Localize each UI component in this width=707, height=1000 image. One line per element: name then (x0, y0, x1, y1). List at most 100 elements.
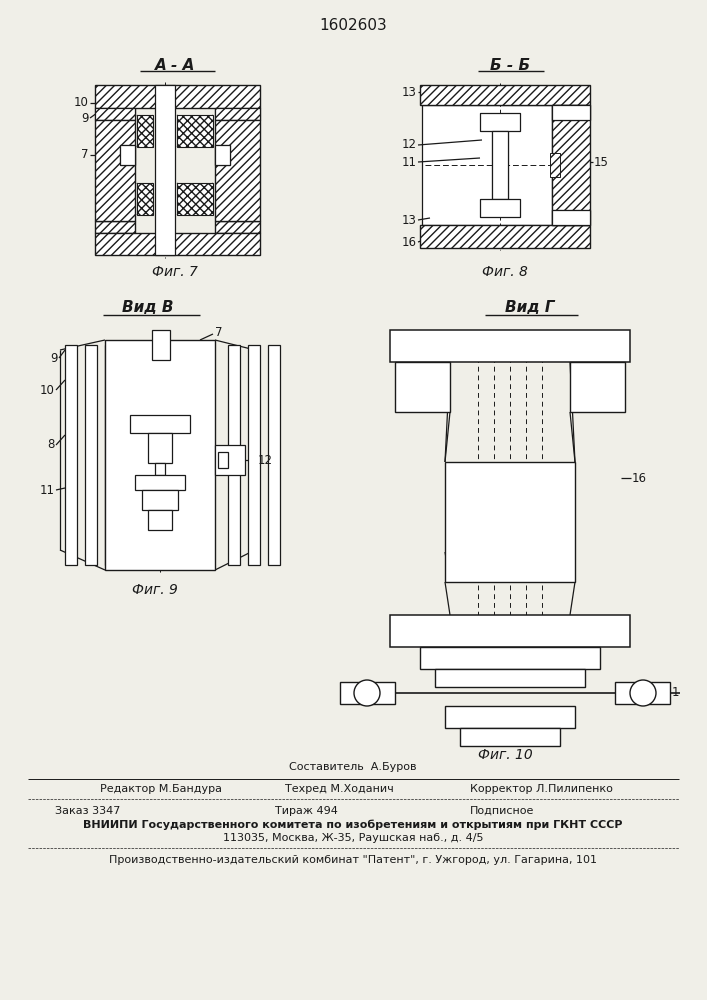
Bar (390, 615, 630, 647)
Text: 13: 13 (402, 86, 417, 99)
Bar (450, 85, 560, 105)
Bar (422, 105, 552, 225)
Text: Составитель  А.Буров: Составитель А.Буров (289, 762, 416, 772)
Bar (137, 183, 153, 215)
Bar (120, 145, 135, 165)
Text: Тираж 494: Тираж 494 (275, 806, 338, 816)
Circle shape (354, 680, 380, 706)
Bar (395, 362, 450, 412)
Bar (155, 463, 165, 475)
Bar (340, 682, 395, 704)
Bar (268, 345, 280, 565)
Bar (460, 728, 560, 746)
Bar (420, 225, 590, 248)
Bar (450, 225, 560, 248)
Text: 1: 1 (672, 686, 679, 700)
Text: 8: 8 (47, 438, 55, 452)
Bar (502, 113, 520, 131)
Bar (450, 87, 560, 105)
Bar (615, 682, 670, 704)
Bar (177, 115, 213, 147)
Bar (137, 115, 153, 147)
Text: 13: 13 (402, 214, 417, 227)
Text: Фиг. 7: Фиг. 7 (152, 265, 198, 279)
Bar (142, 490, 178, 510)
Bar (130, 415, 190, 433)
Bar (248, 345, 260, 565)
Bar (135, 89, 215, 108)
Bar (215, 108, 260, 120)
Bar (148, 510, 172, 530)
Text: Производственно-издательский комбинат "Патент", г. Ужгород, ул. Гагарина, 101: Производственно-издательский комбинат "П… (109, 855, 597, 865)
Text: Фиг. 10: Фиг. 10 (478, 748, 532, 762)
Text: 1602603: 1602603 (319, 17, 387, 32)
Bar (550, 153, 560, 177)
Bar (445, 706, 575, 728)
Bar (215, 108, 260, 120)
Bar (215, 221, 260, 233)
Text: 16: 16 (402, 235, 417, 248)
Text: Вид Г: Вид Г (506, 300, 555, 316)
Bar (95, 108, 135, 120)
Text: 10: 10 (74, 97, 89, 109)
Text: 11: 11 (402, 155, 417, 168)
Text: Б - Б: Б - Б (490, 57, 530, 73)
Bar (480, 199, 498, 217)
Bar (390, 330, 630, 362)
Text: Корректор Л.Пилипенко: Корректор Л.Пилипенко (470, 784, 613, 794)
Text: 10: 10 (40, 383, 55, 396)
Text: Техред М.Ходанич: Техред М.Ходанич (285, 784, 394, 794)
Bar (480, 113, 520, 131)
Bar (135, 475, 185, 490)
Bar (105, 340, 215, 570)
Text: 7: 7 (81, 148, 89, 161)
Text: Подписное: Подписное (470, 806, 534, 816)
Text: 9: 9 (81, 111, 89, 124)
Text: 7: 7 (215, 326, 223, 338)
Bar (570, 362, 625, 412)
Bar (215, 120, 260, 221)
Text: Фиг. 9: Фиг. 9 (132, 583, 178, 597)
Bar (215, 445, 245, 475)
Bar (445, 462, 575, 582)
Text: Вид В: Вид В (122, 300, 174, 316)
Bar (177, 183, 213, 215)
Bar (95, 221, 135, 233)
Bar (552, 105, 590, 225)
Bar (552, 105, 590, 120)
Text: А - А: А - А (155, 57, 195, 73)
Bar (65, 345, 77, 565)
Circle shape (630, 680, 656, 706)
Bar (85, 345, 97, 565)
Text: Заказ 3347: Заказ 3347 (55, 806, 120, 816)
Bar (148, 433, 172, 463)
Text: Фиг. 8: Фиг. 8 (482, 265, 528, 279)
Bar (95, 233, 260, 255)
Bar (105, 345, 117, 565)
Bar (480, 113, 498, 131)
Bar (552, 210, 590, 225)
Bar (95, 120, 135, 221)
Bar (480, 199, 520, 217)
Text: 11: 11 (40, 484, 55, 496)
Bar (120, 145, 135, 165)
Bar (450, 225, 560, 246)
Bar (215, 145, 230, 165)
Bar (552, 210, 590, 225)
Text: 12: 12 (258, 454, 273, 466)
Bar (435, 669, 585, 687)
Text: 12: 12 (402, 138, 417, 151)
Bar (492, 131, 508, 199)
Bar (552, 105, 590, 120)
Bar (502, 199, 520, 217)
Text: 15: 15 (594, 155, 609, 168)
Bar (420, 647, 600, 669)
Text: Редактор М.Бандура: Редактор М.Бандура (100, 784, 222, 794)
Bar (215, 145, 230, 165)
Text: 9: 9 (50, 352, 58, 364)
Bar (152, 330, 170, 360)
Bar (135, 233, 215, 251)
Bar (95, 108, 135, 120)
Text: ВНИИПИ Государственного комитета по изобретениям и открытиям при ГКНТ СССР: ВНИИПИ Государственного комитета по изоб… (83, 820, 623, 830)
Bar (218, 452, 228, 468)
